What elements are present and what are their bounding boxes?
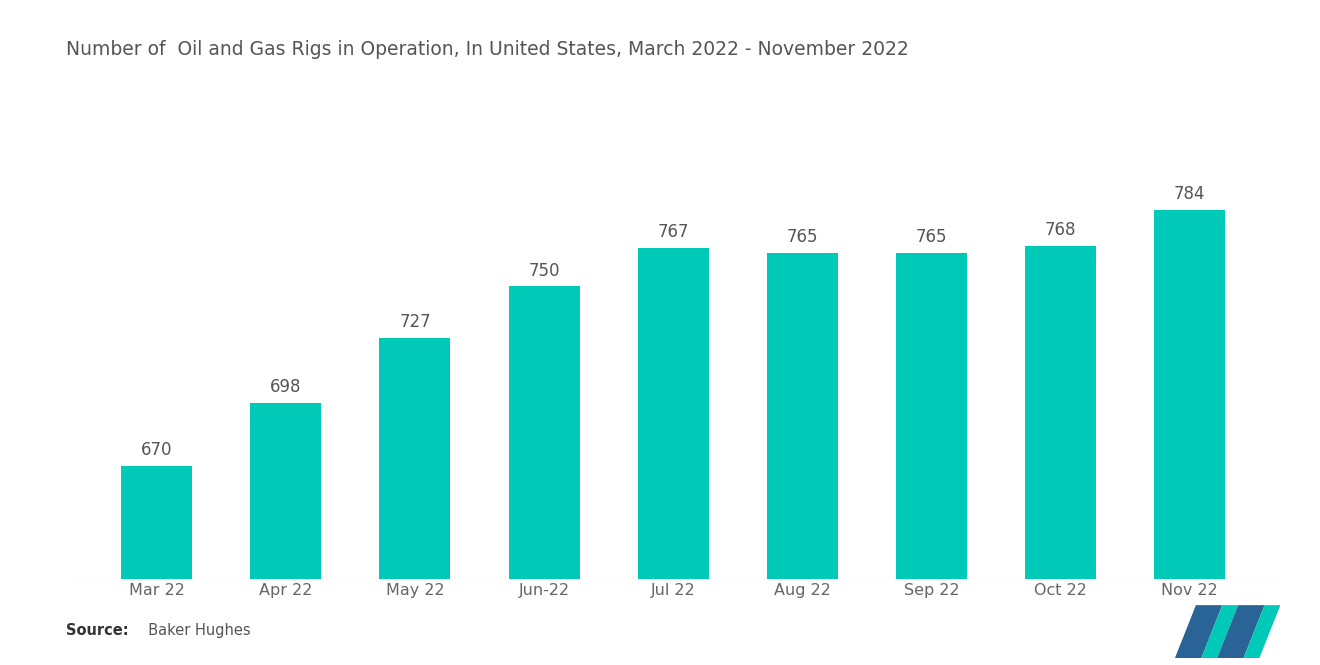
Polygon shape bbox=[1201, 605, 1238, 658]
Bar bbox=[121, 466, 193, 665]
Text: 698: 698 bbox=[271, 378, 301, 396]
Text: 727: 727 bbox=[399, 313, 430, 331]
Bar bbox=[767, 253, 838, 665]
Text: 768: 768 bbox=[1045, 221, 1076, 239]
Text: 767: 767 bbox=[657, 223, 689, 241]
Text: 670: 670 bbox=[141, 442, 173, 460]
Bar bbox=[1026, 246, 1096, 665]
Polygon shape bbox=[1175, 605, 1222, 658]
Bar bbox=[379, 338, 450, 665]
Text: Source:: Source: bbox=[66, 623, 128, 638]
Bar bbox=[251, 403, 321, 665]
Bar bbox=[638, 248, 709, 665]
Text: 765: 765 bbox=[787, 228, 818, 246]
Text: 750: 750 bbox=[528, 261, 560, 279]
Polygon shape bbox=[1243, 605, 1280, 658]
Text: Number of  Oil and Gas Rigs in Operation, In United States, March 2022 - Novembe: Number of Oil and Gas Rigs in Operation,… bbox=[66, 40, 908, 59]
Polygon shape bbox=[1217, 605, 1265, 658]
Text: 784: 784 bbox=[1173, 185, 1205, 203]
Text: 765: 765 bbox=[916, 228, 948, 246]
Text: Baker Hughes: Baker Hughes bbox=[139, 623, 251, 638]
Bar bbox=[508, 286, 579, 665]
Bar bbox=[1154, 210, 1225, 665]
Bar bbox=[896, 253, 968, 665]
